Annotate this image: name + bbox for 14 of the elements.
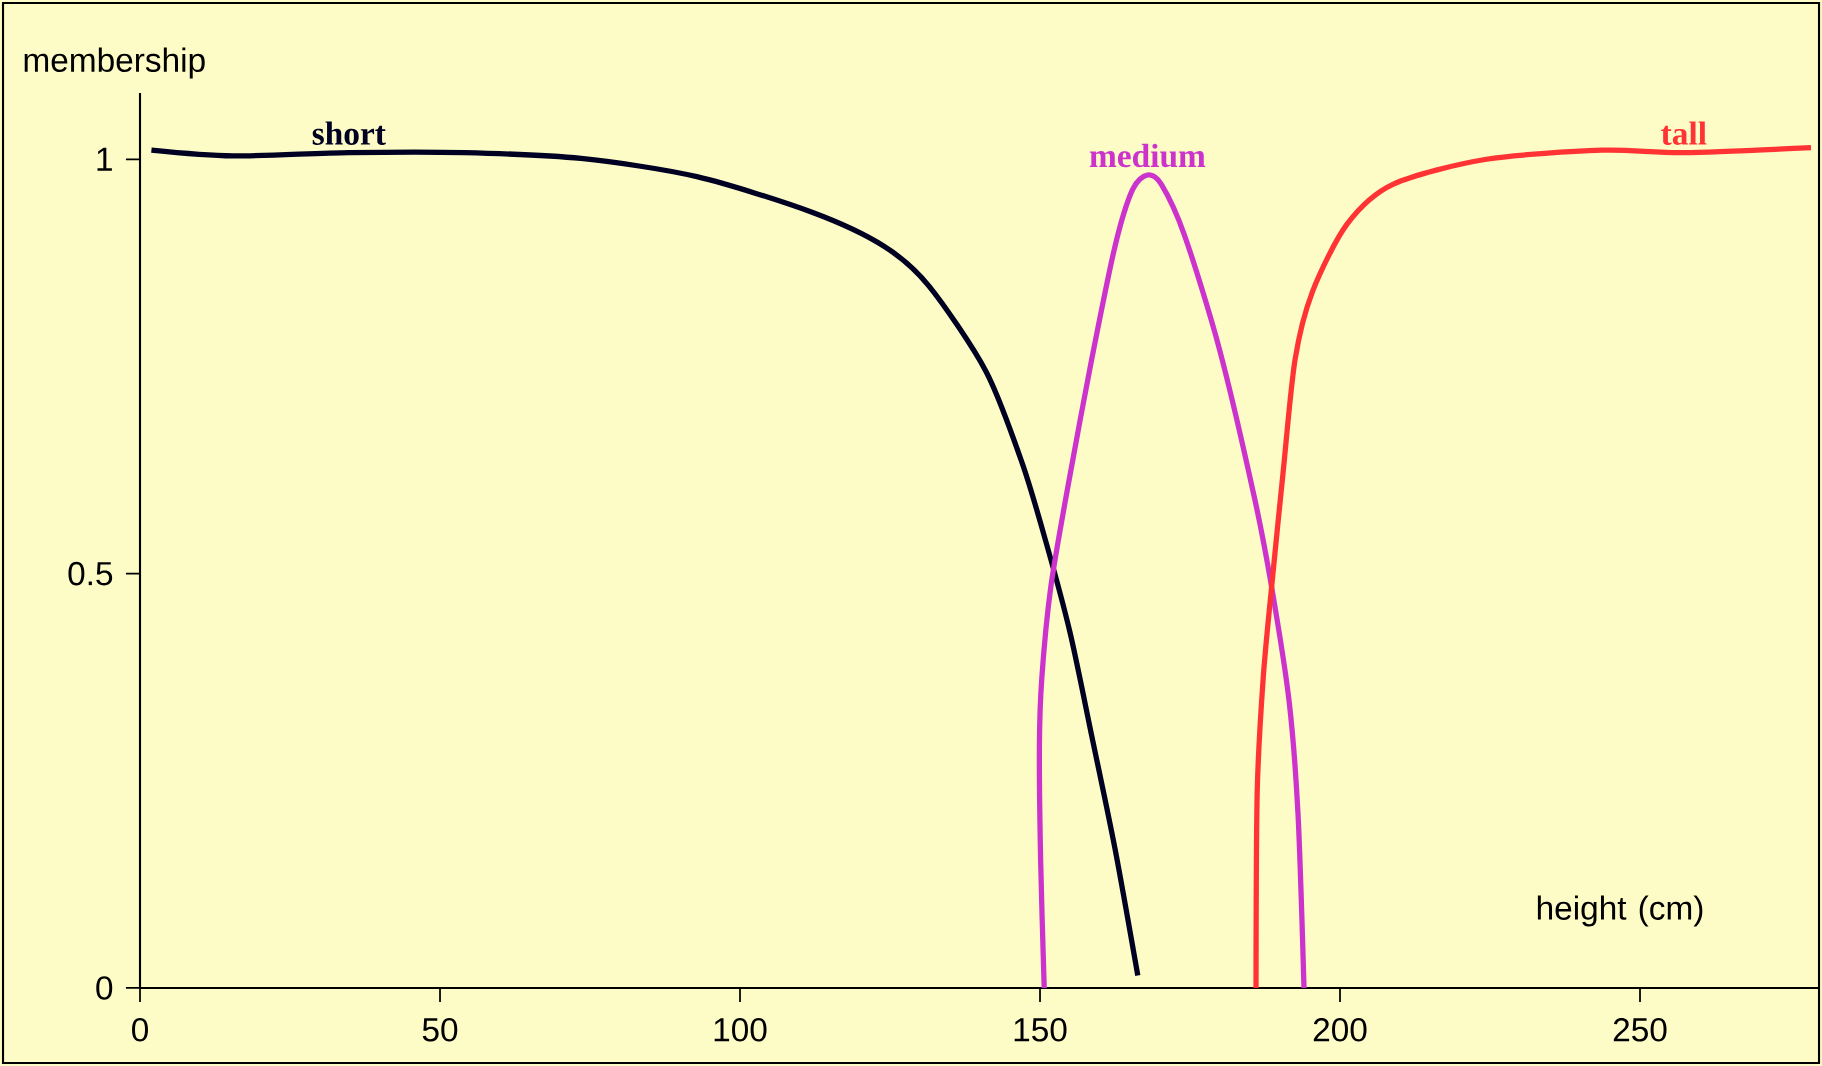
x-tick-label: 50 [422,1017,458,1042]
series-label: medium [1089,143,1206,168]
y-tick-label: 1 [97,147,112,171]
x-axis-title: height (cm) [1537,895,1703,927]
y-tick-label: 0 [96,976,113,1000]
series-label: tall [1661,121,1707,145]
x-tick-label: 250 [1613,1017,1667,1042]
x-tick-label: 100 [714,1017,767,1042]
x-tick-label: 200 [1313,1017,1367,1042]
series-label: short [312,121,386,145]
x-tick-label: 0 [132,1017,148,1042]
y-axis-title: membership [24,47,205,79]
y-tick-label: 0.5 [68,561,113,586]
x-tick-label: 150 [1014,1017,1067,1042]
